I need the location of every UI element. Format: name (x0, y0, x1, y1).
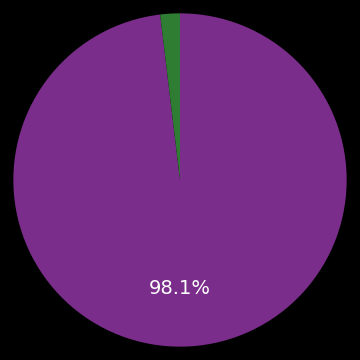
Wedge shape (13, 13, 347, 347)
Wedge shape (160, 13, 180, 180)
Text: 98.1%: 98.1% (149, 279, 211, 298)
